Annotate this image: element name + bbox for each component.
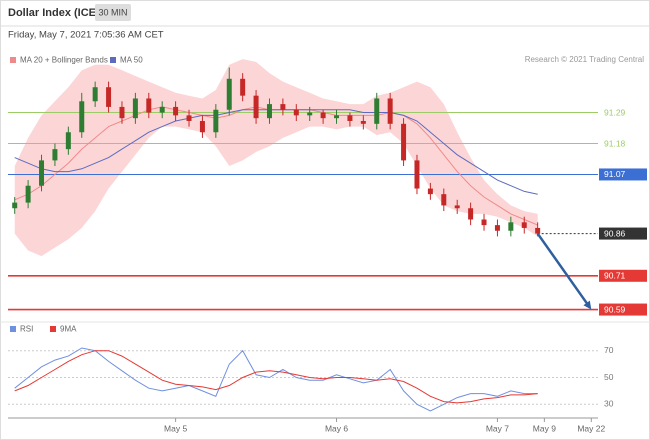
candle-body (481, 219, 487, 226)
candle-body (52, 149, 58, 161)
timestamp: Friday, May 7, 2021 7:05:36 AM CET (8, 30, 164, 41)
candle-body (173, 106, 179, 116)
legend-label: 9MA (60, 325, 77, 334)
candle-body (535, 227, 541, 234)
candle-body (159, 106, 165, 113)
title: Dollar Index (ICE) (8, 7, 100, 19)
candle-body (414, 160, 420, 189)
candle-body (307, 112, 313, 116)
candle-body (293, 109, 299, 116)
ma-line (14, 109, 538, 195)
candle-body (454, 205, 460, 209)
candle-body (334, 115, 340, 119)
y-tick-label: 70 (604, 345, 614, 355)
level-label: 91.18 (604, 138, 626, 148)
candle-body (39, 160, 45, 186)
candle-body (387, 98, 393, 124)
candle-body (240, 78, 246, 96)
candle-body (360, 120, 366, 124)
candle-body (468, 208, 474, 220)
candle-body (494, 225, 500, 231)
candle-body (12, 202, 18, 209)
x-tick-label: May 9 (533, 423, 556, 433)
candle-body (119, 106, 125, 119)
bollinger-band (14, 59, 538, 257)
level-label: 91.29 (604, 107, 626, 117)
candle-body (280, 104, 286, 110)
legend-label: MA 50 (120, 56, 143, 65)
candle-body (374, 98, 380, 124)
forecast-arrow (536, 232, 589, 305)
candle-body (347, 115, 353, 121)
legend-swatch (10, 326, 16, 332)
candle-body (186, 115, 192, 121)
legend-swatch (10, 57, 16, 63)
candle-body (65, 132, 71, 150)
candle-body (253, 95, 259, 119)
interval-badge[interactable] (95, 4, 131, 21)
legend-swatch (110, 57, 116, 63)
x-tick-label: May 7 (486, 423, 509, 433)
rsi-line (14, 350, 538, 404)
candle-body (25, 185, 31, 203)
level-label: 90.71 (604, 271, 626, 281)
level-label-box (599, 168, 647, 181)
credit: Research © 2021 Trading Central (525, 55, 645, 64)
legend-label: MA 20 + Bollinger Bands (20, 56, 108, 65)
candle-body (146, 98, 152, 113)
candle-body (508, 222, 514, 231)
candle-body (320, 112, 326, 119)
y-tick-label: 30 (604, 399, 614, 409)
legend-swatch (50, 326, 56, 332)
candle-body (92, 87, 98, 102)
y-tick-label: 50 (604, 372, 614, 382)
level-label-box (599, 227, 647, 240)
candle-body (79, 101, 85, 133)
forecast-arrowhead (583, 300, 592, 310)
candle-body (106, 87, 112, 107)
candle-body (521, 222, 527, 228)
x-tick-label: May 6 (325, 423, 348, 433)
candle-body (132, 98, 138, 119)
candle-body (427, 188, 433, 195)
level-label: 90.86 (604, 228, 626, 238)
level-label: 91.07 (604, 169, 626, 179)
candle-body (266, 104, 272, 119)
candle-body (213, 109, 219, 133)
x-tick-label: May 22 (577, 423, 605, 433)
level-label-box (599, 269, 647, 282)
rsi-line (14, 347, 538, 412)
level-label: 90.59 (604, 304, 626, 314)
candle-body (199, 120, 205, 133)
candle-body (226, 78, 232, 110)
interval[interactable]: 30 MIN (98, 7, 127, 17)
candle-body (441, 194, 447, 206)
level-label-box (599, 303, 647, 316)
candle-body (401, 123, 407, 161)
legend-label: RSI (20, 325, 33, 334)
x-tick-label: May 5 (164, 423, 187, 433)
